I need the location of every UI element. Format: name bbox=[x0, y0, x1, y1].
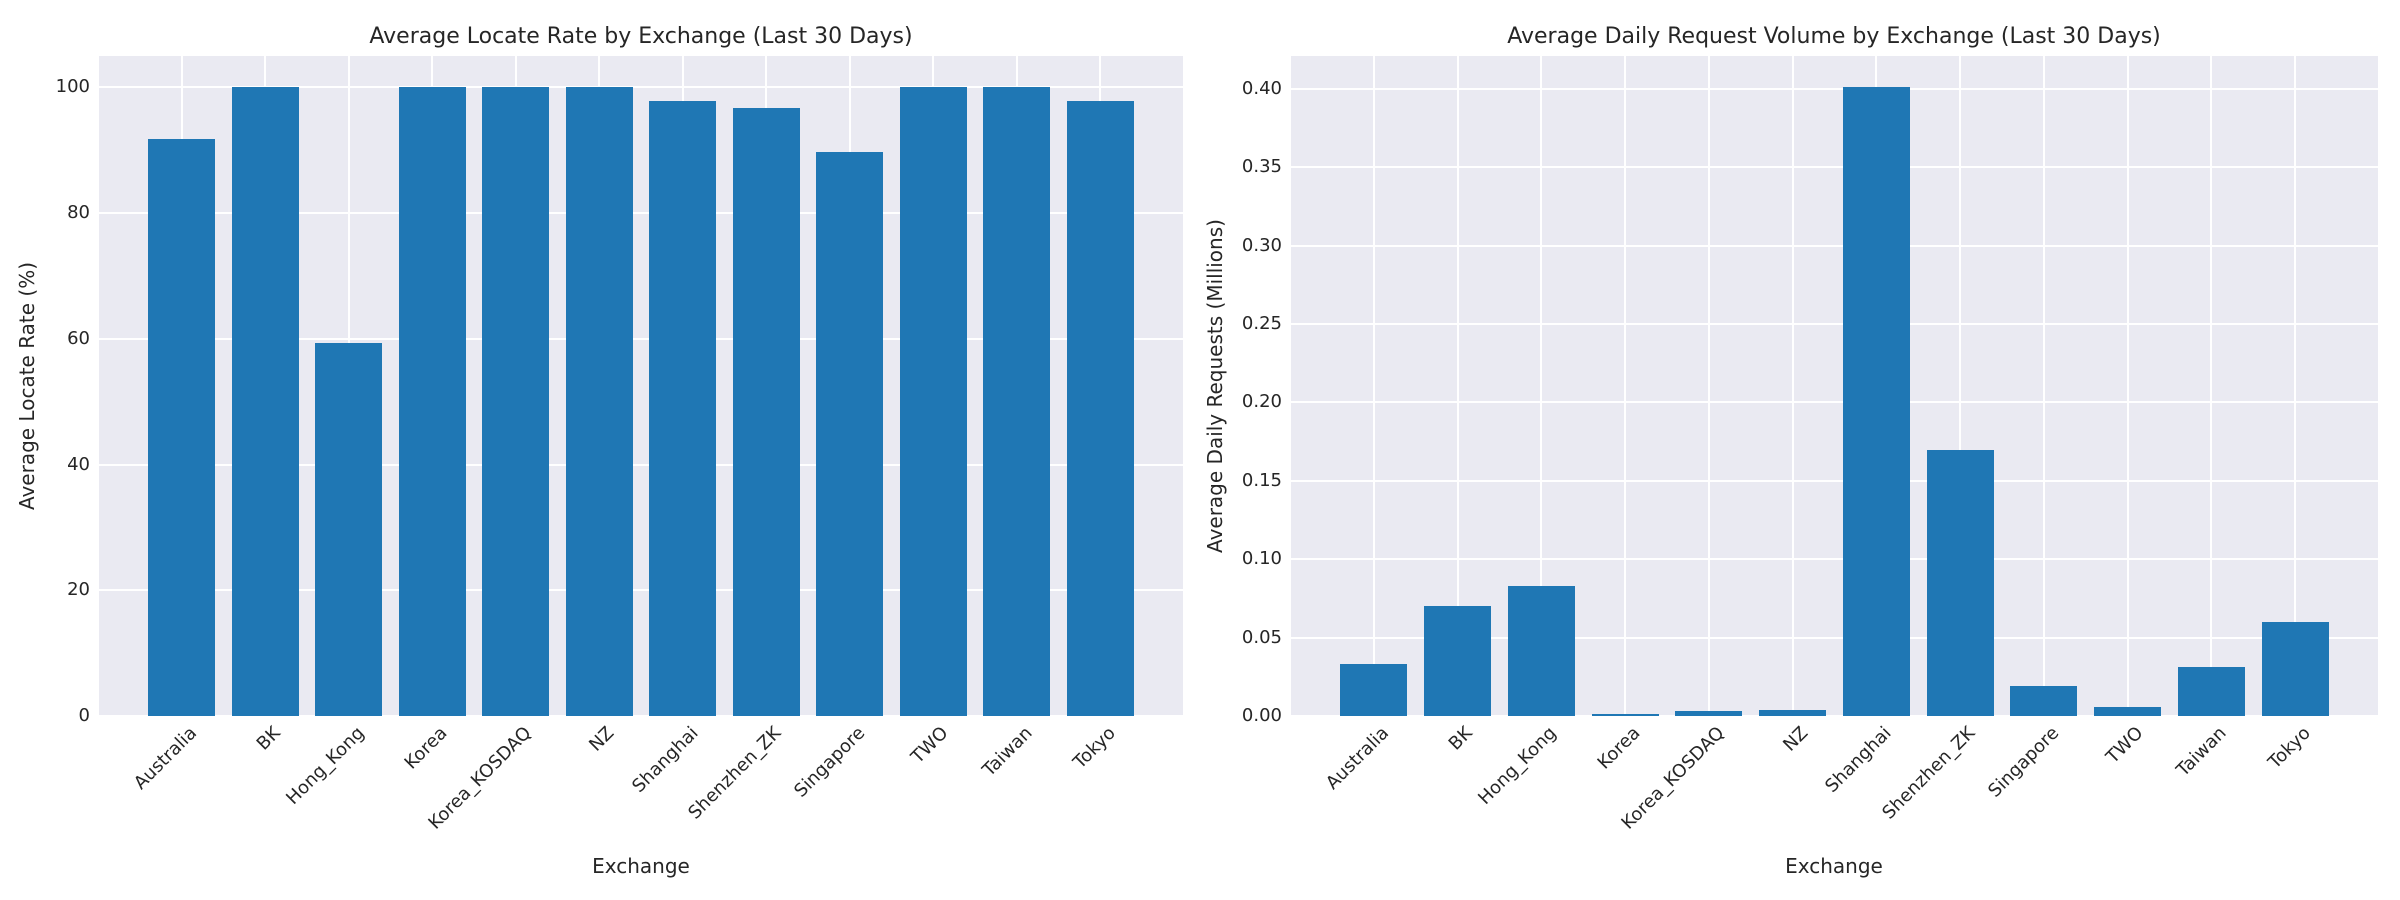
x-gridline bbox=[1540, 56, 1543, 716]
bar-two bbox=[899, 87, 967, 716]
plot-area-locate-rate bbox=[99, 56, 1183, 717]
bar-hong_kong bbox=[1507, 585, 1575, 716]
x-gridline bbox=[2210, 56, 2213, 716]
y-gridline bbox=[1291, 166, 2378, 169]
bar-tokyo bbox=[1066, 101, 1134, 716]
bar-korea bbox=[398, 87, 466, 716]
x-gridline bbox=[1959, 56, 1962, 716]
x-gridline bbox=[2294, 56, 2297, 716]
x-tick-label-australia: Australia bbox=[129, 722, 202, 794]
y-gridline bbox=[1291, 323, 2378, 326]
y-gridline bbox=[1291, 244, 2378, 247]
y-tick-label: 100 bbox=[55, 76, 90, 98]
x-axis-label-exchange-left: Exchange bbox=[592, 854, 690, 878]
x-axis-label-exchange-right: Exchange bbox=[1785, 854, 1883, 878]
x-gridline bbox=[1707, 56, 1710, 716]
x-gridline bbox=[2126, 56, 2129, 716]
x-gridline bbox=[1791, 56, 1794, 716]
y-tick-label: 80 bbox=[67, 202, 90, 224]
bar-bk bbox=[231, 87, 299, 716]
bar-singapore bbox=[2010, 686, 2078, 716]
x-tick-label-bk: BK bbox=[1445, 722, 1478, 755]
bar-taiwan bbox=[983, 87, 1051, 716]
y-tick-label: 0.05 bbox=[1241, 626, 1282, 648]
x-gridline bbox=[2042, 56, 2045, 716]
y-tick-label: 60 bbox=[67, 327, 90, 349]
y-gridline bbox=[99, 463, 1183, 466]
bar-korea_kosdaq bbox=[1675, 711, 1743, 716]
y-gridline bbox=[99, 337, 1183, 340]
y-tick-label: 0.10 bbox=[1241, 548, 1282, 570]
y-gridline bbox=[1291, 715, 2378, 717]
y-tick-label: 0 bbox=[78, 705, 90, 726]
x-tick-label-nz: NZ bbox=[585, 722, 619, 756]
x-tick-label-australia: Australia bbox=[1322, 722, 1394, 794]
bar-taiwan bbox=[2177, 667, 2245, 716]
x-tick-label-two: TWO bbox=[2101, 722, 2148, 768]
x-tick-label-singapore: Singapore bbox=[790, 722, 870, 802]
bar-korea bbox=[1591, 714, 1659, 716]
y-gridline bbox=[99, 589, 1183, 592]
x-gridline bbox=[1372, 56, 1375, 716]
x-tick-label-shanghai: Shanghai bbox=[627, 722, 703, 797]
y-gridline bbox=[1291, 87, 2378, 90]
plot-area-request-volume bbox=[1291, 56, 2378, 717]
y-gridline bbox=[99, 715, 1183, 717]
bar-hong_kong bbox=[315, 343, 383, 716]
y-gridline bbox=[99, 212, 1183, 215]
bar-australia bbox=[1340, 664, 1408, 716]
bar-shenzhen_zk bbox=[1926, 449, 1994, 716]
x-tick-label-tokyo: Tokyo bbox=[1069, 722, 1120, 774]
y-gridline bbox=[1291, 479, 2378, 482]
y-tick-label: 20 bbox=[67, 579, 90, 601]
y-gridline bbox=[1291, 401, 2378, 404]
x-gridline bbox=[1624, 56, 1627, 716]
y-axis-label-request-volume: Average Daily Requests (Millions) bbox=[1203, 219, 1227, 553]
x-tick-label-hong_kong: Hong_Kong bbox=[1474, 722, 1561, 809]
bar-shanghai bbox=[1842, 87, 1910, 716]
bar-australia bbox=[148, 138, 216, 716]
bar-shenzhen_zk bbox=[732, 108, 800, 716]
x-tick-label-korea: Korea bbox=[1593, 722, 1645, 774]
bar-nz bbox=[565, 87, 633, 716]
x-tick-label-tokyo: Tokyo bbox=[2264, 722, 2315, 774]
bar-nz bbox=[1759, 709, 1827, 716]
x-tick-label-taiwan: Taiwan bbox=[978, 722, 1037, 781]
y-tick-label: 0.35 bbox=[1241, 156, 1282, 178]
x-tick-label-shanghai: Shanghai bbox=[1821, 722, 1896, 797]
bar-tokyo bbox=[2261, 621, 2329, 716]
x-tick-label-taiwan: Taiwan bbox=[2172, 722, 2231, 781]
y-tick-label: 0.20 bbox=[1241, 391, 1282, 413]
x-tick-label-shenzhen_zk: Shenzhen_ZK bbox=[1878, 722, 1980, 824]
y-tick-label: 0.30 bbox=[1241, 234, 1282, 256]
y-gridline bbox=[1291, 558, 2378, 561]
x-tick-label-korea: Korea bbox=[400, 722, 452, 774]
chart-title-request-volume: Average Daily Request Volume by Exchange… bbox=[1507, 24, 2161, 49]
y-tick-label: 0.25 bbox=[1241, 313, 1282, 335]
y-axis-label-locate-rate: Average Locate Rate (%) bbox=[15, 261, 39, 511]
bar-korea_kosdaq bbox=[482, 87, 550, 716]
bar-two bbox=[2094, 706, 2162, 716]
chart-title-locate-rate: Average Locate Rate by Exchange (Last 30… bbox=[369, 24, 913, 49]
bar-singapore bbox=[816, 151, 884, 716]
y-tick-label: 0.40 bbox=[1241, 77, 1282, 99]
bar-bk bbox=[1424, 606, 1492, 716]
bar-shanghai bbox=[649, 100, 717, 716]
y-tick-label: 0.00 bbox=[1241, 705, 1282, 726]
x-tick-label-nz: NZ bbox=[1778, 722, 1813, 756]
y-tick-label: 40 bbox=[67, 453, 90, 475]
y-gridline bbox=[1291, 636, 2378, 639]
y-tick-label: 0.15 bbox=[1241, 469, 1282, 491]
x-tick-label-bk: BK bbox=[252, 722, 285, 755]
x-tick-label-hong_kong: Hong_Kong bbox=[281, 722, 369, 809]
x-tick-label-singapore: Singapore bbox=[1984, 722, 2064, 802]
x-gridline bbox=[1456, 56, 1459, 716]
y-gridline bbox=[99, 86, 1183, 89]
x-tick-label-two: TWO bbox=[907, 722, 953, 768]
